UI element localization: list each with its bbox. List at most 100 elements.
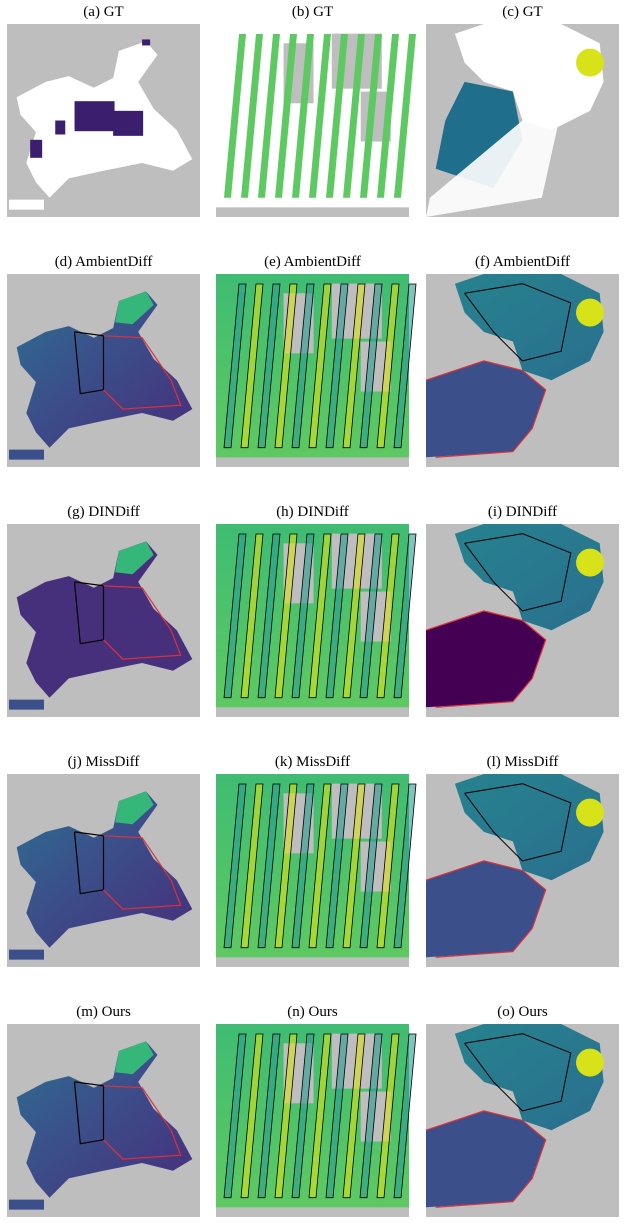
track [240,1033,264,1199]
track [274,283,298,449]
track [291,1033,315,1199]
track [308,283,332,449]
track [343,34,365,198]
panel-image [216,524,417,717]
track [257,533,281,699]
land-bottom [426,360,546,458]
azov [115,1041,154,1075]
track [223,533,247,699]
land-top [454,524,604,631]
track [325,1033,349,1199]
land-top [454,24,604,131]
strait [9,1199,44,1210]
outline-black [73,831,105,895]
track [308,783,332,949]
track [359,783,383,949]
track [240,283,264,449]
track [291,283,315,449]
panel-caption: (i) DINDiff [488,504,557,520]
panel-image [7,24,200,217]
track [393,533,417,699]
data-patch [74,101,115,132]
track [394,34,416,198]
outline-black [73,331,105,395]
outline-black [464,1033,572,1112]
data-patch [55,120,66,135]
track [359,533,383,699]
track [223,283,247,449]
panel-image [425,274,619,467]
panel-image [216,1024,417,1217]
track [377,34,399,198]
track [359,283,383,449]
panel-caption: (a) GT [83,4,123,20]
panel-image [7,1024,200,1217]
outline-red [103,335,182,410]
track [325,283,349,449]
panel-image [216,774,417,967]
track [393,783,417,949]
track [223,1033,247,1199]
track [223,783,247,949]
panel-caption: (c) GT [502,4,542,20]
outline-red [425,360,547,458]
panel-caption: (m) Ours [76,1004,131,1020]
outline-red [425,610,547,708]
outline-red [103,585,182,660]
data-patch [113,110,144,136]
track [393,283,417,449]
track [257,1033,281,1199]
panel-caption: (h) DINDiff [276,504,349,520]
track [325,533,349,699]
track [274,533,298,699]
sea-region [16,541,193,698]
panel-image [216,274,417,467]
panel-caption: (o) Ours [497,1004,548,1020]
track [291,533,315,699]
track [342,783,366,949]
azov [115,791,154,825]
track [291,783,315,949]
track [274,1033,298,1199]
land-bottom [426,1110,546,1208]
track [359,1033,383,1199]
outline-red [425,860,547,958]
panel-caption: (e) AmbientDiff [264,254,361,270]
strait [9,949,44,960]
panel-image [425,524,619,717]
strait [9,449,44,460]
sea-region [16,1041,193,1198]
track [224,34,246,198]
white-area [426,110,562,217]
land-top [454,1024,604,1131]
panel-caption: (l) MissDiff [487,754,559,770]
track [325,783,349,949]
track [308,533,332,699]
land-top [454,774,604,881]
outline-black [464,533,572,612]
panel-caption: (d) AmbientDiff [55,254,153,270]
strait [9,199,44,210]
track [376,783,400,949]
panel-caption: (j) MissDiff [68,754,140,770]
panel-caption: (b) GT [292,4,333,20]
track [240,783,264,949]
azov [115,541,154,575]
outline-red [103,835,182,910]
track [376,283,400,449]
track [292,34,314,198]
hotspot [576,798,605,827]
track [342,533,366,699]
hotspot [576,298,605,327]
track [275,34,297,198]
track [376,1033,400,1199]
track [240,533,264,699]
sea-region [16,291,193,448]
track [360,34,382,198]
hotspot [576,1048,605,1077]
hotspot [576,48,605,77]
azov [115,41,154,75]
panel-image [7,524,200,717]
track [258,34,280,198]
